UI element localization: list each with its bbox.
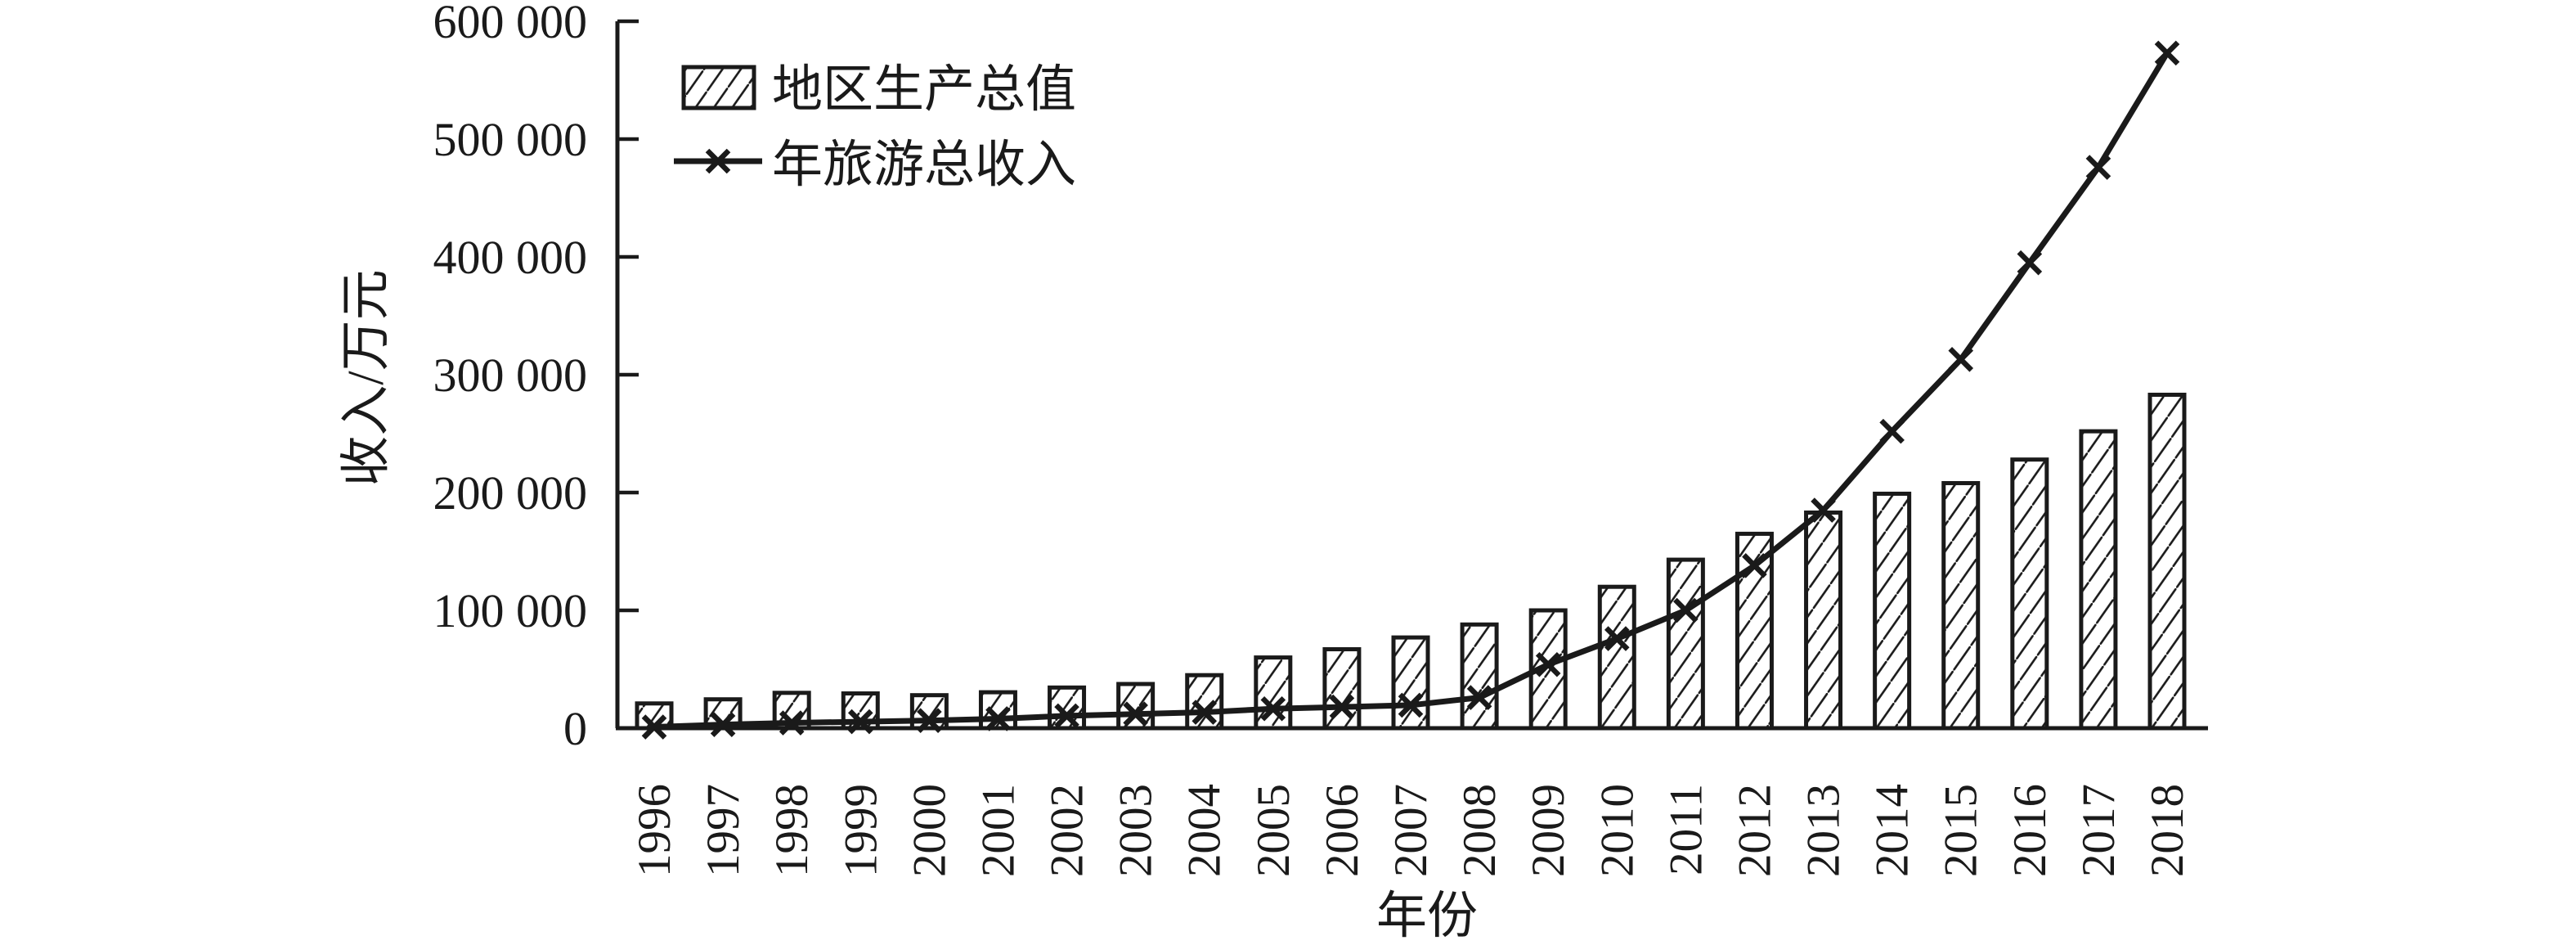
tourism-marker-x-icon [641, 714, 667, 740]
gdp-bar [1116, 682, 1156, 731]
y-tick-label: 500 000 [433, 113, 588, 166]
x-year-label: 2012 [1729, 784, 1780, 877]
legend: 地区生产总值 年旅游总收入 [674, 62, 1076, 193]
tourism-marker-x-icon [1329, 694, 1355, 720]
x-year-label: 2002 [1042, 784, 1093, 877]
tourism-marker-x-icon [1673, 597, 1699, 623]
gdp-bar [1322, 647, 1362, 731]
tourism-marker-x-icon [2154, 40, 2180, 66]
y-tick-label: 400 000 [433, 231, 588, 284]
tourism-marker-x-icon [710, 712, 736, 737]
x-year-label: 2018 [2142, 784, 2193, 877]
gdp-bar [1254, 655, 1293, 731]
y-axis-title: 收入/万元 [339, 269, 394, 486]
tourism-marker-x-icon [1192, 700, 1218, 725]
tourism-marker-x-icon [1604, 626, 1630, 651]
tourism-marker-x-icon [1123, 701, 1148, 727]
x-year-label: 2013 [1798, 784, 1850, 877]
x-year-label: 2004 [1179, 784, 1231, 877]
x-year-label: 2015 [1936, 784, 1987, 877]
gdp-bar [1735, 531, 1774, 731]
tourism-marker-x-icon [2085, 155, 2112, 180]
tourism-marker-x-icon [1811, 497, 1836, 523]
gdp-bar [2147, 392, 2187, 731]
x-axis-title: 年份 [1376, 889, 1478, 944]
tourism-marker-x-icon [1742, 552, 1767, 578]
x-year-label: 2008 [1454, 784, 1506, 877]
x-year-label: 2007 [1385, 784, 1437, 877]
gdp-bar [1941, 480, 1981, 731]
tourism-marker-x-icon [779, 710, 805, 736]
y-tick-label: 100 000 [433, 584, 588, 637]
gdp-bar [1185, 673, 1224, 731]
legend-tourism-label: 年旅游总收入 [772, 137, 1076, 193]
gdp-bar [1597, 584, 1636, 731]
y-tick-label: 200 000 [433, 466, 588, 520]
tourism-marker-x-icon [917, 708, 942, 733]
tourism-marker-x-icon [1948, 346, 1974, 372]
gdp-bar [2010, 457, 2049, 731]
gdp-bar [1666, 557, 1705, 731]
tourism-marker-x-icon [847, 709, 873, 735]
x-year-label: 1999 [835, 784, 886, 877]
x-year-label: 2014 [1867, 784, 1919, 877]
tourism-marker-x-icon [1260, 695, 1286, 722]
x-year-label: 2010 [1591, 784, 1643, 877]
x-year-label: 2017 [2073, 784, 2125, 877]
x-year-label: 1997 [698, 784, 749, 877]
tourism-marker-x-icon [2017, 250, 2043, 276]
x-year-label: 1996 [629, 784, 680, 877]
tourism-marker-x-icon [1535, 651, 1561, 677]
legend-tourism-swatch-icon [674, 148, 762, 174]
x-year-label: 2001 [972, 784, 1024, 877]
tourism-marker-x-icon [1879, 418, 1905, 444]
x-year-label: 2005 [1248, 784, 1299, 877]
gdp-bar [2079, 429, 2118, 731]
legend-gdp-label: 地区生产总值 [772, 62, 1076, 118]
legend-gdp-swatch-icon [681, 65, 756, 110]
gdp-bar [1391, 635, 1430, 731]
tourism-marker-x-icon [1466, 685, 1492, 710]
gdp-bar [1460, 622, 1499, 731]
x-year-label: 2003 [1111, 784, 1162, 877]
x-year-label: 2000 [904, 784, 955, 877]
x-year-label: 2011 [1660, 784, 1712, 875]
tourism-marker-x-icon [1398, 692, 1424, 718]
y-tick-label: 0 [563, 702, 587, 755]
x-year-label: 1998 [766, 784, 818, 877]
x-year-label: 2006 [1317, 784, 1368, 877]
y-tick-label: 300 000 [433, 349, 588, 402]
gdp-bar [1048, 685, 1087, 731]
gdp-bar [1873, 491, 1912, 731]
x-year-label: 2009 [1523, 784, 1574, 877]
tourism-marker-x-icon [1054, 703, 1079, 729]
x-year-label: 2016 [2004, 784, 2056, 877]
gdp-bar [1804, 510, 1843, 731]
y-tick-label: 600 000 [433, 0, 588, 48]
tourism-marker-x-icon [985, 706, 1011, 731]
